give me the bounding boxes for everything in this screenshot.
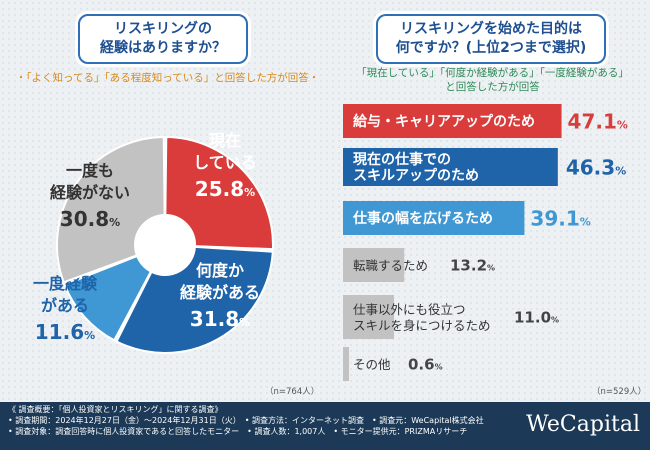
pie-slice-label: 経験がない [50,183,130,202]
survey-footer: 《 調査概要：「個人投資家とリスキリング」に関する調査》 • 調査期間：2024… [0,402,650,450]
right-note-line1: 「現在している」「何度か経験がある」「一度経験がある」 [356,67,629,79]
footer-line-title: 《 調査概要：「個人投資家とリスキリング」に関する調査》 [8,405,223,414]
footer-line-target: • 調査対象：調査回答時に個人投資家であると回答したモニター • 調査人数：1,… [8,426,468,436]
bar [343,104,562,138]
bar-category-label: 仕事の幅を広げるため [352,210,493,227]
pie-slice-value: 11.6% [35,320,95,344]
wecapital-logo: WeCapital [526,412,640,437]
pie-slice [56,135,166,284]
bar-category-label: スキルアップのため [353,168,479,184]
left-sample-count: （n=764人） [265,387,320,397]
pie-slice [63,254,153,342]
pie-slice [164,135,274,251]
bar-category-label: 給与・キャリアアップのため [353,113,535,130]
right-sample-count: （n=529人） [592,387,647,397]
bar-category-label: 現在の仕事での [353,151,451,168]
bar-value-label: 0.6% [408,356,443,374]
bar [343,248,405,282]
footer-line-period: • 調査期間：2024年12月27日（金）〜2024年12月31日（火） • 調… [8,415,484,425]
pie-slice-label: 現在 [209,131,241,150]
bar [343,148,558,186]
bar-value-label: 47.1% [568,110,628,134]
bar [343,201,525,235]
bar-value-label: 39.1% [530,207,590,231]
right-question-box: リスキリングを始めた目的は 何ですか？(上位2つまで選択) [376,14,606,64]
bar-category-label: その他 [353,357,391,372]
pie-slice-label: 一度経験 [33,274,98,293]
left-question-line2: 経験はありますか？ [100,40,226,56]
pie-slice-label: がある [41,296,89,315]
left-question-box: リスキリングの 経験はありますか？ [78,14,248,64]
pie-slice [115,245,274,354]
bar-value-label: 13.2% [450,257,495,275]
pie-slice-label: 一度も [66,161,114,180]
bar [343,295,395,339]
bar-category-label: 転職するため [353,258,428,273]
bar-category-label: スキルを身につけるため [353,318,491,333]
pie-slice-label: 経験がある [180,283,260,302]
pie-slice-label: 何度か [196,261,244,280]
charts-canvas: 現在している25.8%何度か経験がある31.8%一度経験がある11.6%一度も経… [33,104,628,381]
bar-category-label: 仕事以外にも役立つ [353,302,466,317]
right-note: 「現在している」「何度か経験がある」「一度経験がある」 と回答した方が回答 [335,66,650,94]
bar-value-label: 11.0% [514,309,559,327]
bar-value-label: 46.3% [566,156,626,180]
right-question-line1: リスキリングを始めた目的は [400,21,582,37]
donut-hole [136,216,194,274]
right-question-line2: 何ですか？(上位2つまで選択) [395,40,587,56]
bar [343,347,349,381]
left-note: ・「よく知ってる」「ある程度知っている」と回答した方が回答・ [15,72,320,84]
pie-slice-label: している [193,153,257,172]
left-question-line1: リスキリングの [114,21,212,37]
right-note-line2: と回答した方が回答 [445,81,540,93]
